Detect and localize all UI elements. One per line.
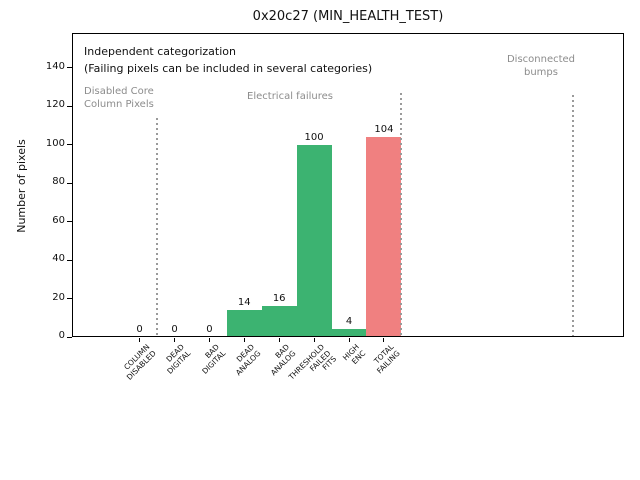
x-tick-mark [348,337,350,342]
y-tick-label: 120 [45,99,65,111]
y-tick-label: 60 [52,214,65,226]
x-tick-label-threshold-failed-fits: THRESHOLD FAILED FITS [286,342,338,382]
x-tick-mark [174,337,175,342]
x-tick-mark [208,337,210,342]
y-tick-label: 80 [52,176,65,188]
x-tick-label-bad-digital: BAD DIGITAL [199,342,228,376]
x-tick-label-column-disabled: COLUMN DISABLED [121,342,158,382]
x-tick-label-dead-digital: DEAD DIGITAL [164,342,193,376]
y-tick-label: 20 [52,291,65,303]
x-tick-mark [383,337,385,342]
y-tick-label: 0 [58,330,65,341]
x-tick-mark [278,337,280,342]
y-tick-label: 140 [45,60,65,72]
y-axis-label: Number of pixels [15,139,28,233]
x-tick-label-high-enc: HIGH ENC [340,342,367,366]
chart-title: 0x20c27 (MIN_HEALTH_TEST) [252,9,444,24]
x-tick-label-total-failing: TOTAL FAILING [372,342,402,376]
y-tick-label: 40 [52,253,65,265]
y-tick-label: 100 [45,137,65,149]
x-tick-label-bad-analog: BAD ANALOG [268,342,297,377]
x-tick-label-dead-analog: DEAD ANALOG [233,342,262,377]
plot-frame [72,33,624,337]
x-tick-mark [139,337,141,342]
x-tick-mark [313,337,315,342]
x-tick-mark [243,337,245,342]
